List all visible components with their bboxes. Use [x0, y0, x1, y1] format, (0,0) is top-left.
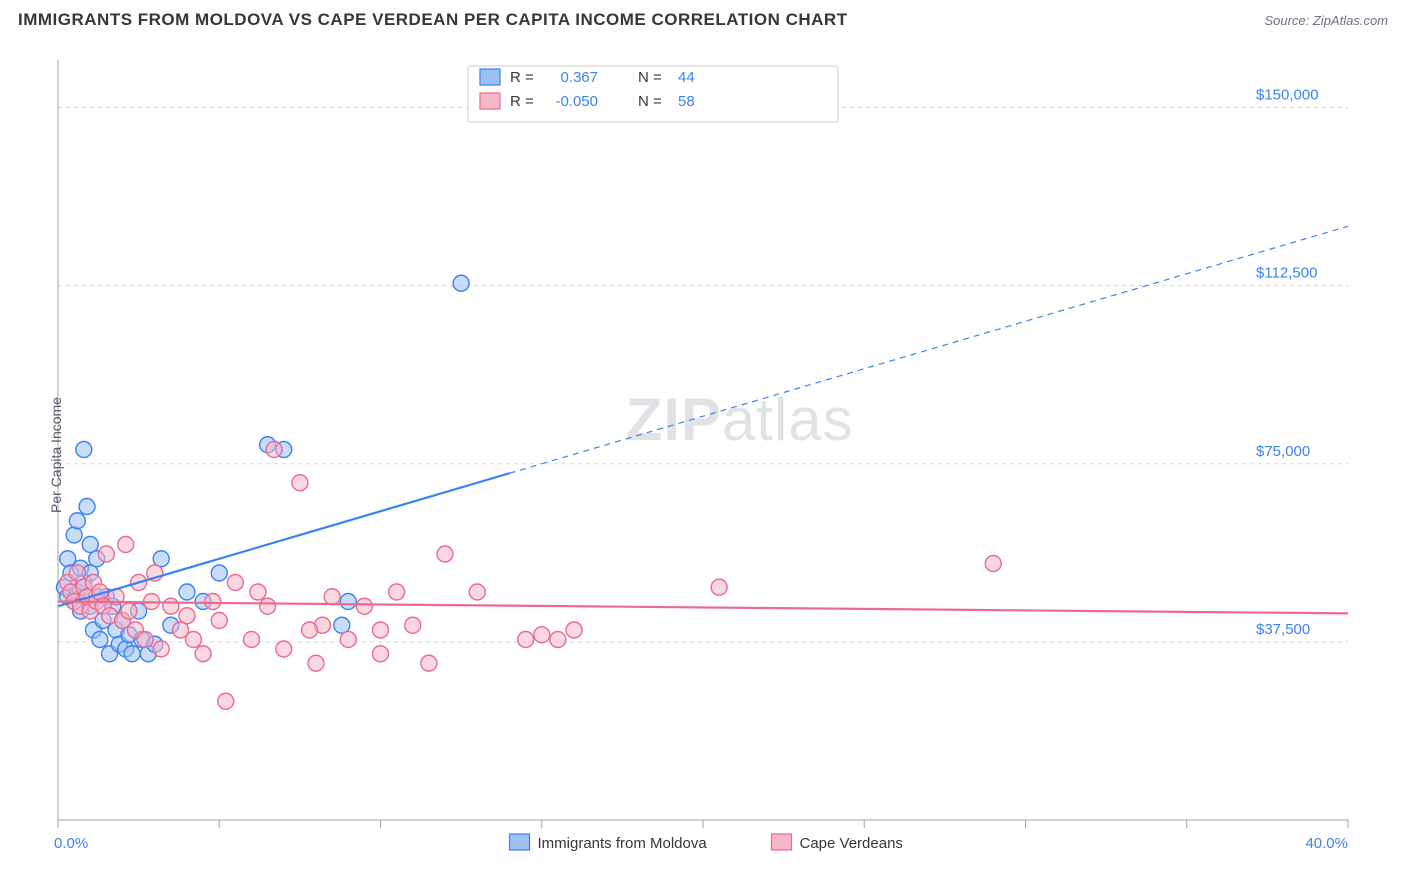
data-point	[211, 613, 227, 629]
data-point	[98, 546, 114, 562]
data-point	[711, 579, 727, 595]
data-point	[260, 598, 276, 614]
data-point	[82, 537, 98, 553]
data-point	[92, 632, 108, 648]
svg-text:ZIPatlas: ZIPatlas	[626, 386, 854, 453]
svg-text:-0.050: -0.050	[555, 93, 598, 110]
data-point	[244, 632, 260, 648]
data-point	[550, 632, 566, 648]
data-point	[276, 641, 292, 657]
data-point	[118, 537, 134, 553]
svg-text:$75,000: $75,000	[1256, 443, 1310, 460]
correlation-chart: $37,500 $75,000 $112,500 $150,000 ZIPatlas 0.…	[48, 60, 1388, 880]
data-point	[292, 475, 308, 491]
data-point	[250, 584, 266, 600]
data-point	[566, 622, 582, 638]
svg-text:Immigrants from Moldova: Immigrants from Moldova	[538, 835, 708, 852]
data-point	[163, 598, 179, 614]
data-point	[179, 608, 195, 624]
svg-text:$112,500: $112,500	[1256, 265, 1317, 282]
data-point	[373, 646, 389, 662]
data-point	[405, 617, 421, 633]
svg-text:$150,000: $150,000	[1256, 87, 1319, 104]
svg-text:58: 58	[678, 93, 695, 110]
data-point	[153, 641, 169, 657]
data-point	[308, 655, 324, 671]
data-point	[179, 584, 195, 600]
data-point	[124, 646, 140, 662]
svg-text:R =: R =	[510, 69, 534, 86]
data-point	[69, 513, 85, 529]
data-point	[121, 603, 137, 619]
data-point	[227, 575, 243, 591]
data-point	[185, 632, 201, 648]
data-point	[340, 594, 356, 610]
data-point	[356, 598, 372, 614]
data-point	[469, 584, 485, 600]
data-point	[340, 632, 356, 648]
chart-title: IMMIGRANTS FROM MOLDOVA VS CAPE VERDEAN …	[18, 10, 848, 30]
svg-text:R =: R =	[510, 93, 534, 110]
data-point	[324, 589, 340, 605]
data-point	[266, 442, 282, 458]
data-point	[218, 693, 234, 709]
svg-text:44: 44	[678, 69, 695, 86]
data-point	[373, 622, 389, 638]
data-point	[137, 632, 153, 648]
y-axis-label: Per Capita Income	[48, 397, 64, 513]
svg-text:0.0%: 0.0%	[54, 835, 88, 852]
data-point	[985, 556, 1001, 572]
data-point	[195, 646, 211, 662]
data-point	[205, 594, 221, 610]
source-label: Source: ZipAtlas.com	[1264, 13, 1388, 28]
svg-text:N =: N =	[638, 93, 662, 110]
data-point	[437, 546, 453, 562]
data-point	[518, 632, 534, 648]
svg-text:40.0%: 40.0%	[1305, 835, 1348, 852]
data-point	[66, 527, 82, 543]
data-point	[534, 627, 550, 643]
svg-text:0.367: 0.367	[560, 69, 598, 86]
data-point	[76, 442, 92, 458]
svg-text:Cape Verdeans: Cape Verdeans	[800, 835, 903, 852]
data-point	[302, 622, 318, 638]
data-point	[421, 655, 437, 671]
data-point	[389, 584, 405, 600]
svg-text:N =: N =	[638, 69, 662, 86]
data-point	[453, 275, 469, 291]
data-point	[79, 499, 95, 515]
svg-text:$37,500: $37,500	[1256, 621, 1310, 638]
data-point	[211, 565, 227, 581]
